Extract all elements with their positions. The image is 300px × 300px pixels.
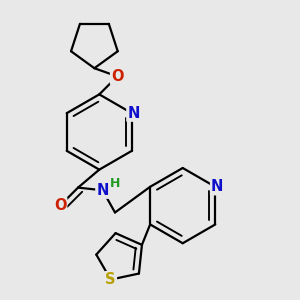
Text: O: O bbox=[111, 69, 124, 84]
Text: S: S bbox=[106, 272, 116, 287]
Text: N: N bbox=[127, 106, 140, 121]
Text: H: H bbox=[110, 176, 120, 190]
Text: N: N bbox=[96, 183, 109, 198]
Text: N: N bbox=[211, 179, 224, 194]
Text: O: O bbox=[54, 198, 66, 213]
